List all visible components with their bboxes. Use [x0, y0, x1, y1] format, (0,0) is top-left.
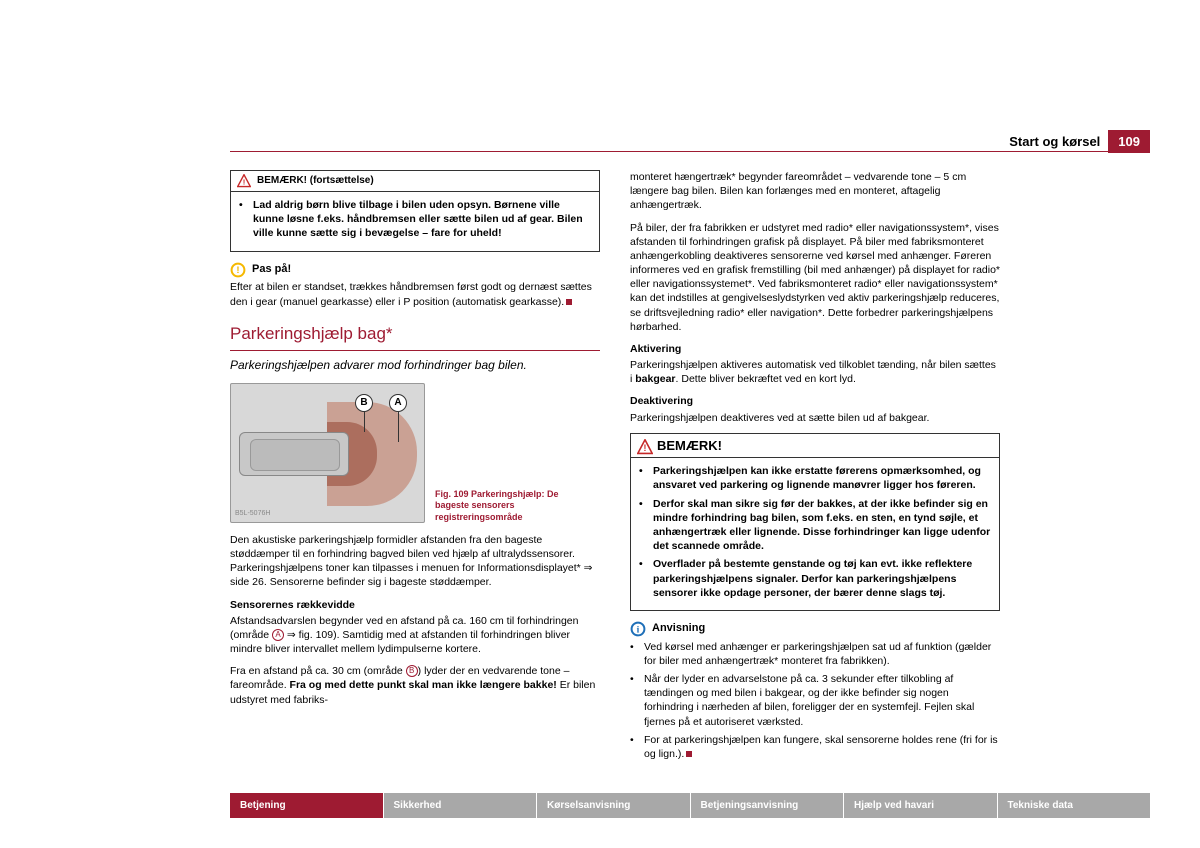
info-bullet: For at parkeringshjælpen kan fungere, sk… [630, 733, 1000, 761]
info-header: i Anvisning [630, 621, 1000, 636]
heading-rule [230, 350, 600, 351]
warning-box: ! BEMÆRK! Parkeringshjælpen kan ikke ers… [630, 433, 1000, 611]
caution-header: ! Pas på! [230, 262, 600, 277]
warning-header: ! BEMÆRK! [631, 434, 999, 459]
caution-title: Pas på! [252, 262, 291, 277]
paragraph: monteret hængertræk* begynder fareområde… [630, 170, 1000, 213]
paragraph: På biler, der fra fabrikken er udstyret … [630, 221, 1000, 334]
figure-109-image: B A B5L-5076H [230, 383, 425, 523]
end-marker-icon [566, 299, 572, 305]
info-bullet: Når der lyder en advarselstone på ca. 3 … [630, 672, 1000, 729]
caution-circle-icon: ! [230, 262, 244, 276]
paragraph: Den akustiske parkeringshjælp formidler … [230, 533, 600, 590]
figure-wrap: B A B5L-5076H Fig. 109 Parkeringshjælp: … [230, 383, 600, 523]
subheading: Sensorernes rækkevidde [230, 598, 600, 612]
columns: ! BEMÆRK! (fortsættelse) Lad aldrig børn… [230, 170, 1150, 765]
info-list: Ved kørsel med anhænger er parkeringshjæ… [630, 640, 1000, 761]
warning-triangle-icon: ! [237, 174, 251, 188]
paragraph: Fra en afstand på ca. 30 cm (område B) l… [230, 664, 600, 707]
page-number: 109 [1108, 130, 1150, 153]
notice-box-continued: ! BEMÆRK! (fortsættelse) Lad aldrig børn… [230, 170, 600, 252]
svg-text:!: ! [236, 265, 239, 276]
section-heading: Parkeringshjælp bag* [230, 323, 600, 346]
info-bullet: Ved kørsel med anhænger er parkeringshjæ… [630, 640, 1000, 668]
paragraph: Parkeringshjælpen aktiveres automatisk v… [630, 358, 1000, 386]
ref-b-icon: B [406, 665, 418, 677]
tab-betjeningsanvisning[interactable]: Betjeningsanvisning [691, 793, 845, 818]
car-shape [239, 432, 349, 476]
warning-body: Parkeringshjælpen kan ikke erstatte føre… [631, 458, 999, 610]
warning-triangle-icon: ! [637, 439, 651, 453]
notice-body: Lad aldrig børn blive tilbage i bilen ud… [231, 192, 599, 251]
svg-text:!: ! [243, 178, 246, 187]
section-title: Start og kørsel [1009, 134, 1100, 149]
tab-korselsanvisning[interactable]: Kørselsanvisning [537, 793, 691, 818]
notice-header: ! BEMÆRK! (fortsættelse) [231, 171, 599, 192]
notice-title: BEMÆRK! (fortsættelse) [257, 174, 374, 188]
page-content: Start og kørsel 109 ! BEMÆRK! (fortsætte… [230, 130, 1150, 830]
page-header: Start og kørsel 109 [1009, 130, 1150, 153]
ref-a-icon: A [272, 629, 284, 641]
paragraph: Afstandsadvarslen begynder ved en afstan… [230, 614, 600, 657]
subheading: Deaktivering [630, 394, 1000, 408]
info-title: Anvisning [652, 621, 705, 636]
info-circle-icon: i [630, 621, 644, 635]
header-rule [230, 151, 1150, 152]
section-subtitle: Parkeringshjælpen advarer mod forhindrin… [230, 357, 600, 373]
warning-bullet: Derfor skal man sikre sig før der bakkes… [639, 497, 991, 554]
right-column: monteret hængertræk* begynder fareområde… [630, 170, 1000, 765]
left-column: ! BEMÆRK! (fortsættelse) Lad aldrig børn… [230, 170, 600, 765]
end-marker-icon [686, 751, 692, 757]
notice-bullet: Lad aldrig børn blive tilbage i bilen ud… [239, 198, 591, 241]
label-a-circle: A [389, 394, 407, 412]
warning-bullet: Overflader på bestemte genstande og tøj … [639, 557, 991, 600]
svg-text:i: i [637, 625, 640, 636]
warning-bullet: Parkeringshjælpen kan ikke erstatte føre… [639, 464, 991, 492]
svg-text:!: ! [644, 443, 647, 453]
figure-caption: Fig. 109 Parkeringshjælp: De bageste sen… [435, 489, 595, 523]
tab-betjening[interactable]: Betjening [230, 793, 384, 818]
label-b-circle: B [355, 394, 373, 412]
warning-title: BEMÆRK! [657, 437, 722, 455]
tab-sikkerhed[interactable]: Sikkerhed [384, 793, 538, 818]
footer-tabs: Betjening Sikkerhed Kørselsanvisning Bet… [230, 793, 1150, 818]
caution-text: Efter at bilen er standset, trækkes hånd… [230, 280, 600, 308]
subheading: Aktivering [630, 342, 1000, 356]
pointer-line [364, 412, 365, 432]
tab-tekniske[interactable]: Tekniske data [998, 793, 1151, 818]
tab-hjaelp[interactable]: Hjælp ved havari [844, 793, 998, 818]
figure-code: B5L-5076H [235, 509, 270, 518]
paragraph: Parkeringshjælpen deaktiveres ved at sæt… [630, 411, 1000, 425]
pointer-line [398, 412, 399, 442]
